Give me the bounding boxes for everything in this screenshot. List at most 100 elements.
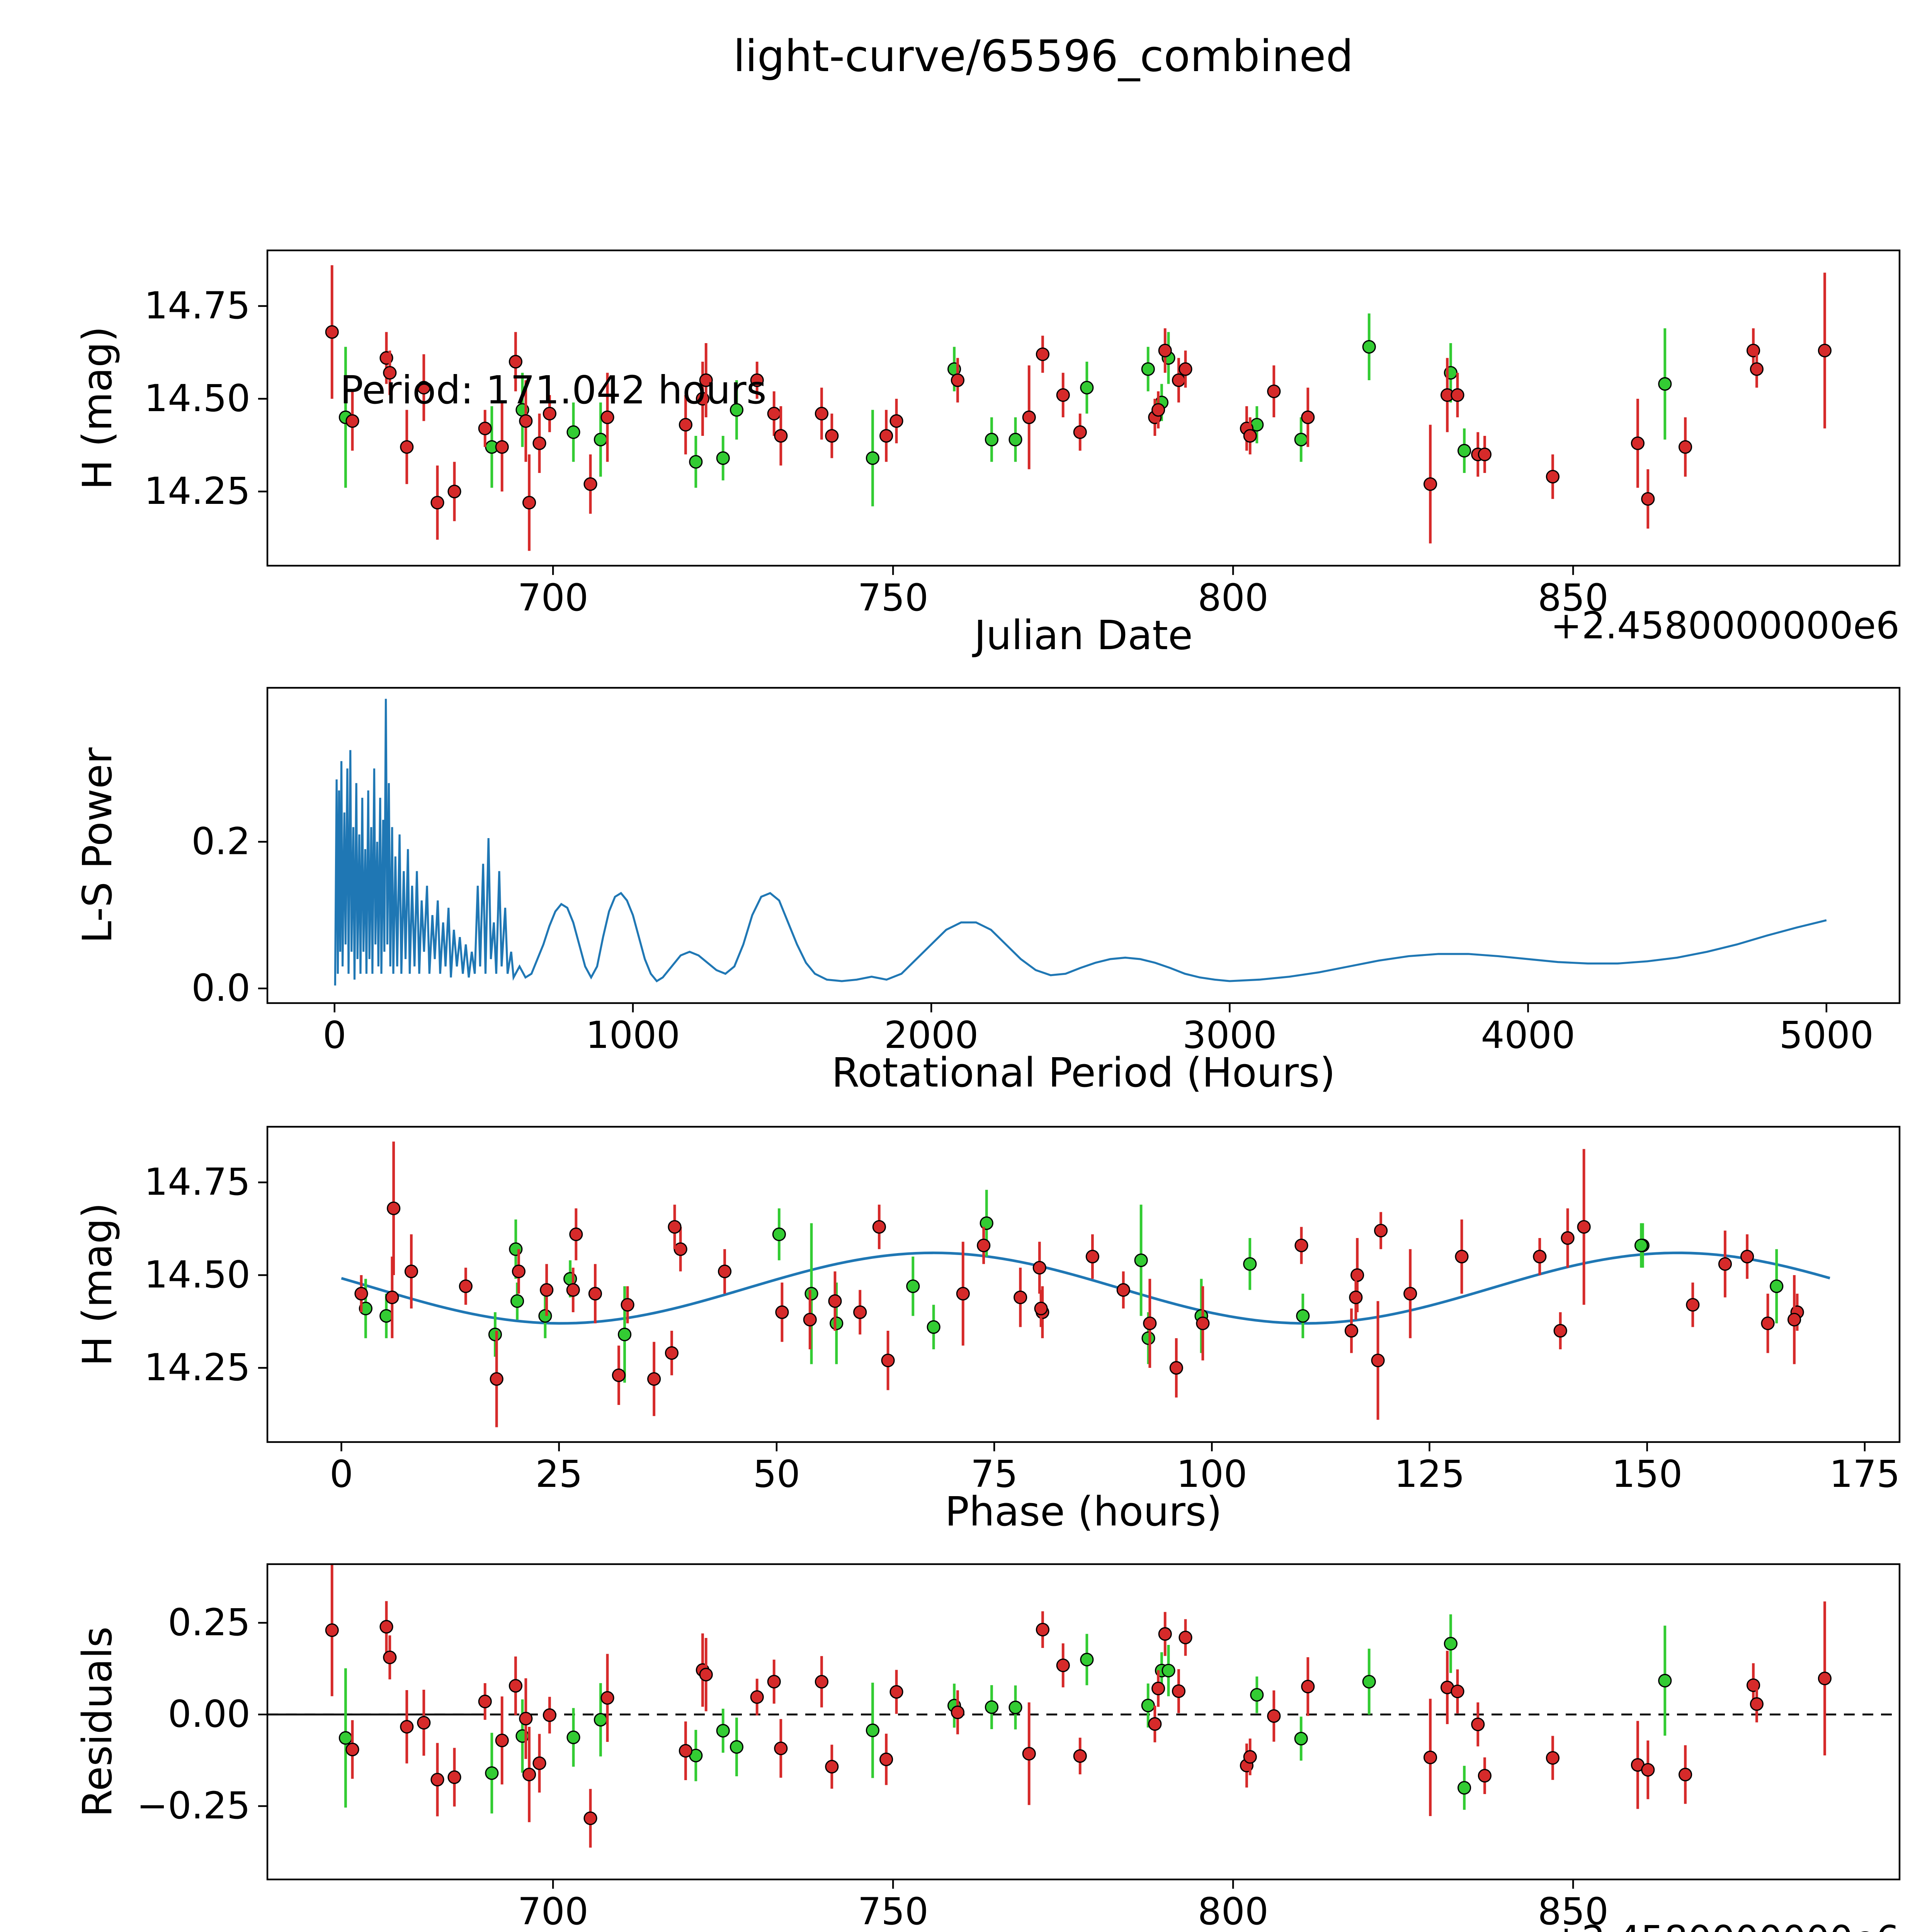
data-point [1073,1749,1087,1763]
phase-xtick-label: 0 [330,1452,353,1496]
lightcurve-ytick-label: 14.50 [144,377,250,420]
data-point [1085,1250,1099,1264]
lightcurve-xtick-label: 800 [1198,576,1269,619]
data-point [1080,381,1094,395]
data-point [594,1713,608,1727]
data-point [830,1316,844,1330]
residuals-ytick-label: 0.25 [168,1601,250,1644]
data-point [1073,425,1087,439]
data-point [1172,373,1185,387]
residuals-ytick-label: 0.00 [168,1692,250,1736]
data-point [866,1723,879,1737]
data-point [1362,1675,1376,1689]
data-point [1458,1781,1471,1795]
periodogram-frame [266,687,1901,1004]
data-point [1116,1283,1130,1297]
data-point [716,451,730,465]
data-point [478,422,492,435]
lightcurve-red-series [325,265,1832,551]
data-point [866,451,879,465]
data-point [621,1298,634,1312]
data-point [730,1740,744,1754]
data-point [718,1264,732,1278]
data-point [1243,1257,1257,1271]
data-point [1148,1717,1162,1731]
data-point [1141,362,1155,376]
data-point [379,1309,393,1323]
data-point [1294,1238,1308,1252]
periodogram-xtick-label: 0 [323,1014,346,1057]
phase-xtick-label: 150 [1612,1452,1682,1496]
data-point [1641,1763,1655,1777]
data-point [485,1766,499,1780]
data-point [447,1770,461,1784]
data-point [478,1694,492,1708]
data-point [804,1287,818,1301]
data-point [1787,1313,1801,1327]
data-point [679,1744,693,1758]
data-point [1294,432,1308,447]
data-point [1679,440,1692,454]
lightcurve-panel [325,265,1832,551]
data-point [881,1354,895,1367]
periodogram-xtick-label: 4000 [1481,1014,1575,1057]
data-layer [267,265,1900,1848]
data-point [509,1679,523,1693]
data-point [325,1623,339,1637]
data-point [532,436,546,450]
data-point [853,1305,867,1319]
data-point [980,1216,993,1230]
data-point [1718,1257,1732,1271]
data-point [612,1368,626,1382]
data-point [730,403,744,417]
data-point [1362,340,1376,354]
data-point [1750,1697,1764,1711]
data-point [985,1700,998,1714]
data-point [699,373,713,387]
data-point [1014,1291,1027,1304]
data-point [1179,362,1192,376]
data-point [879,1752,893,1766]
data-point [1267,384,1281,398]
phase-xtick-label: 125 [1394,1452,1465,1496]
data-point [1032,1261,1046,1275]
data-point [490,1372,503,1386]
data-point [1546,469,1560,484]
data-point [1179,1631,1192,1645]
data-point [1371,1354,1385,1367]
data-point [689,455,703,469]
data-point [1141,1699,1155,1713]
data-point [889,414,903,428]
data-point [1009,432,1022,447]
data-point [583,477,597,491]
data-point [1641,492,1655,506]
data-point [951,373,964,387]
periodogram-xlabel: Rotational Period (Hours) [832,1049,1335,1096]
data-point [1036,347,1049,361]
data-point [977,1238,991,1252]
data-point [825,1760,839,1774]
data-point [543,406,557,421]
data-point [488,1328,502,1342]
data-point [519,1712,533,1726]
data-point [679,418,693,432]
periodogram-curve [334,699,1827,986]
data-point [1423,477,1437,491]
data-point [1296,1309,1310,1323]
residuals-panel [267,1564,1900,1848]
phase-xtick-label: 175 [1829,1452,1900,1496]
data-point [665,1346,679,1360]
data-point [815,1675,828,1689]
data-point [1134,1253,1148,1267]
phase-green-series [359,1190,1784,1383]
data-point [1423,1750,1437,1764]
lightcurve-axis-offset: +2.4580000000e6 [1551,604,1900,647]
data-point [951,1705,964,1719]
data-point [767,406,781,421]
lightcurve-frame [266,249,1901,567]
data-point [379,1620,393,1634]
data-point [1056,388,1070,402]
data-point [1158,344,1172,357]
